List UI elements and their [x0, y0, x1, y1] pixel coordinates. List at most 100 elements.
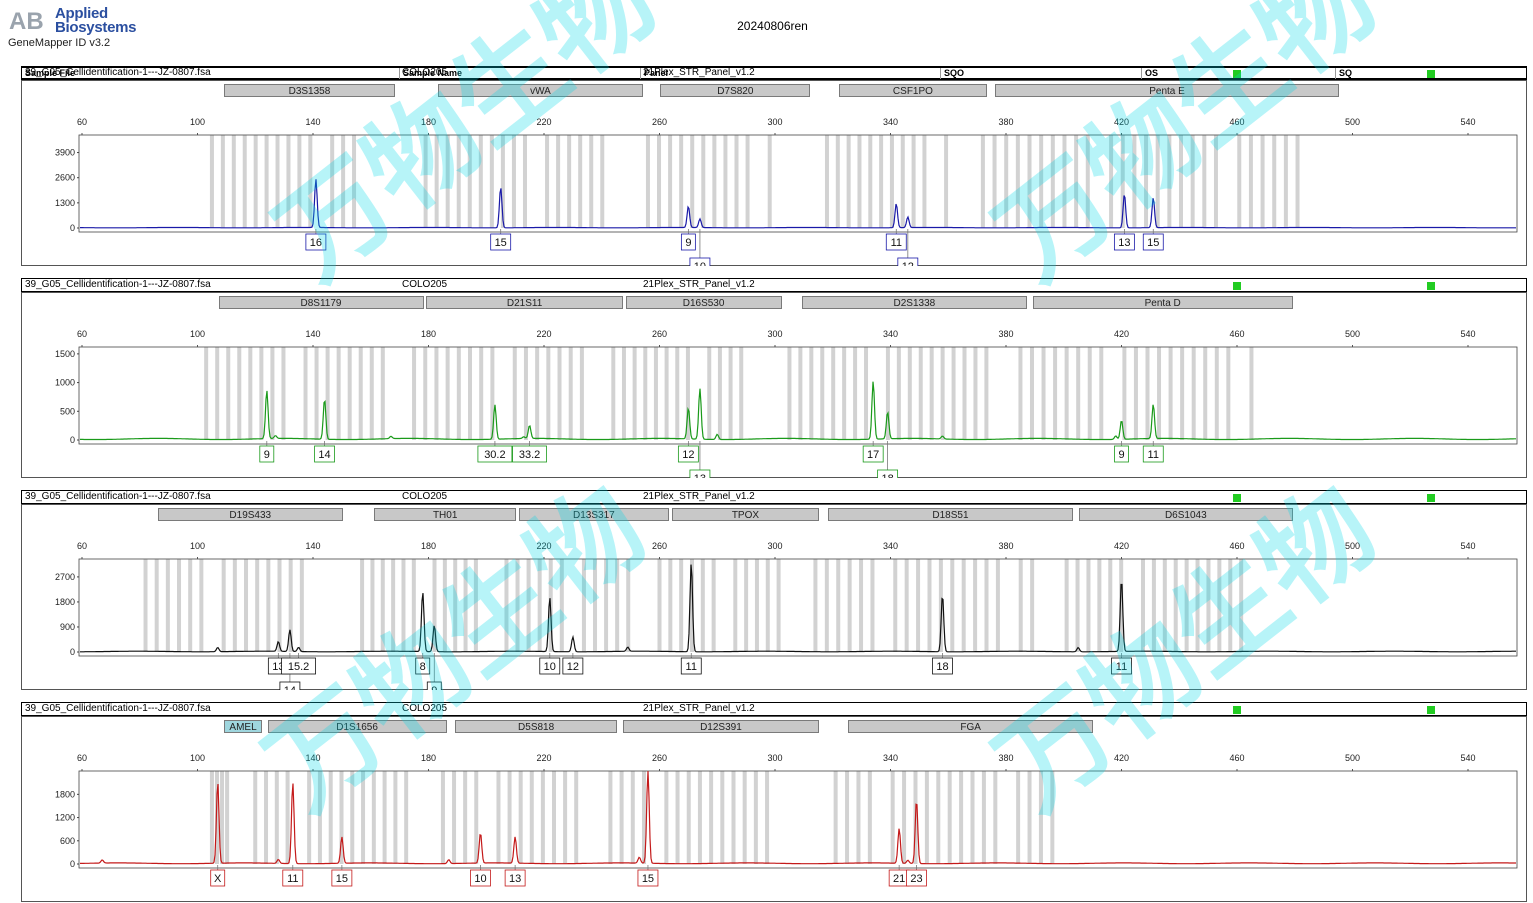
allele-bin — [1191, 347, 1196, 440]
locus-d16s530[interactable]: D16S530 — [625, 296, 782, 309]
allele-bin — [992, 135, 997, 228]
allele-bin — [842, 347, 847, 440]
locus-amel[interactable]: AMEL — [224, 720, 262, 733]
allele-bin — [929, 347, 934, 440]
locus-csf1po[interactable]: CSF1PO — [839, 84, 987, 97]
applied-biosystems-logo: AB Applied Biosystems — [8, 5, 140, 37]
allele-bin — [264, 771, 269, 864]
allele-bin — [697, 771, 702, 864]
sample-info-row[interactable]: 39_G05_Cellidentification-1---JZ-0807.fs… — [21, 278, 1527, 292]
locus-d1s1656[interactable]: D1S1656 — [267, 720, 447, 733]
sample-file-name: 39_G05_Cellidentification-1---JZ-0807.fs… — [25, 491, 211, 502]
allele-bin — [474, 771, 479, 864]
sample-info-row[interactable]: 39_G05_Cellidentification-1---JZ-0807.fs… — [21, 702, 1527, 716]
signal-trace — [80, 770, 1516, 865]
allele-bin — [255, 559, 260, 652]
allele-bin — [264, 135, 269, 228]
allele-bin — [608, 771, 613, 864]
allele-bin — [1145, 347, 1150, 440]
allele-bin — [270, 347, 275, 440]
allele-bin — [744, 559, 749, 652]
col-panel[interactable]: Panel — [640, 68, 941, 79]
allele-bin — [423, 347, 428, 440]
locus-d3s1358[interactable]: D3S1358 — [224, 84, 395, 97]
allele-bin — [1050, 771, 1055, 864]
allele-bin — [962, 347, 967, 440]
allele-bin — [209, 771, 214, 864]
allele-bin — [1228, 559, 1233, 652]
y-tick-label: 500 — [60, 406, 75, 416]
allele-bin — [753, 771, 758, 864]
sample-name: COLO205 — [402, 279, 448, 290]
x-tick-label: 460 — [1229, 117, 1244, 127]
allele-bin — [1226, 347, 1231, 440]
allele-label-box — [680, 233, 696, 251]
allele-bin — [1087, 347, 1092, 440]
allele-bin — [1214, 347, 1219, 440]
col-sample-name[interactable]: Sample Name — [399, 68, 641, 79]
x-axis: 60 100 140 180 220 260 300 340 380 420 460 500 540 — [77, 329, 1476, 347]
allele-bin — [404, 771, 409, 864]
panel-name: 21Plex_STR_Panel_v1.2 — [643, 279, 755, 290]
allele-bin — [1248, 135, 1253, 228]
allele-bin — [731, 771, 736, 864]
locus-fga[interactable]: FGA — [847, 720, 1094, 733]
locus-d7s820[interactable]: D7S820 — [660, 84, 811, 97]
locus-vwa[interactable]: vWA — [437, 84, 643, 97]
locus-tpox[interactable]: TPOX — [671, 508, 820, 521]
allele-bin — [922, 135, 927, 228]
locus-th01[interactable]: TH01 — [374, 508, 516, 521]
col-sq[interactable]: SQ — [1335, 68, 1529, 79]
locus-d6s1043[interactable]: D6S1043 — [1078, 508, 1293, 521]
col-sample-file[interactable]: Sample File — [25, 68, 76, 78]
allele-bin — [242, 135, 247, 228]
col-os[interactable]: OS — [1141, 68, 1337, 79]
allele-bin — [535, 347, 540, 440]
y-axis: 0 1300 2600 3900 — [55, 148, 79, 233]
locus-d5s818[interactable]: D5S818 — [455, 720, 617, 733]
allele-label: 15 — [336, 873, 348, 885]
sample-name: COLO205 — [402, 703, 448, 714]
allele-bin — [1097, 559, 1102, 652]
x-tick-label: 500 — [1345, 541, 1360, 551]
electropherogram-plot[interactable]: 60 100 140 180 220 260 300 340 380 420 460 500 540 0 5… — [21, 278, 1528, 478]
allele-bin — [244, 559, 249, 652]
locus-d13s317[interactable]: D13S317 — [518, 508, 669, 521]
x-tick-label: 220 — [536, 117, 551, 127]
x-tick-label: 540 — [1460, 329, 1475, 339]
allele-bin — [215, 347, 220, 440]
allele-label-box — [562, 657, 584, 675]
allele-label-box — [637, 869, 659, 887]
allele-bin — [579, 347, 584, 440]
ab-logo-icon: AB — [8, 7, 52, 33]
col-sqo[interactable]: SQO — [940, 68, 1144, 79]
locus-d12s391[interactable]: D12S391 — [622, 720, 820, 733]
allele-label: 13 — [694, 473, 706, 478]
sample-info-row[interactable]: 39_G05_Cellidentification-1---JZ-0807.fs… — [21, 66, 1527, 80]
electropherogram-plot[interactable]: 60 100 140 180 220 260 300 340 380 420 460 500 540 0 1… — [21, 66, 1528, 266]
locus-penta-d[interactable]: Penta D — [1032, 296, 1293, 309]
locus-penta-e[interactable]: Penta E — [995, 84, 1339, 97]
x-tick-label: 500 — [1345, 329, 1360, 339]
allele-bin — [526, 559, 531, 652]
x-tick-label: 460 — [1229, 753, 1244, 763]
allele-bin — [733, 559, 738, 652]
locus-d2s1338[interactable]: D2S1338 — [801, 296, 1027, 309]
allele-bin — [1180, 347, 1185, 440]
electropherogram-panel-3: 39_G05_Cellidentification-1---JZ-0807.fs… — [21, 490, 1528, 690]
locus-d8s1179[interactable]: D8S1179 — [218, 296, 424, 309]
allele-bin — [361, 771, 366, 864]
electropherogram-plot[interactable]: 60 100 140 180 220 260 300 340 380 420 460 500 540 0 9… — [21, 490, 1528, 690]
sample-info-row[interactable]: 39_G05_Cellidentification-1---JZ-0807.fs… — [21, 490, 1527, 504]
allele-bin — [835, 135, 840, 228]
locus-d19s433[interactable]: D19S433 — [157, 508, 343, 521]
allele-bin — [813, 559, 818, 652]
locus-d18s51[interactable]: D18S51 — [827, 508, 1074, 521]
allele-bin — [214, 771, 219, 864]
allele-label-box — [539, 657, 561, 675]
y-tick-label: 1000 — [55, 378, 75, 388]
allele-bin — [679, 135, 684, 228]
locus-d21s11[interactable]: D21S11 — [426, 296, 623, 309]
electropherogram-plot[interactable]: 60 100 140 180 220 260 300 340 380 420 460 500 540 0 6… — [21, 702, 1528, 902]
x-tick-label: 300 — [767, 329, 782, 339]
